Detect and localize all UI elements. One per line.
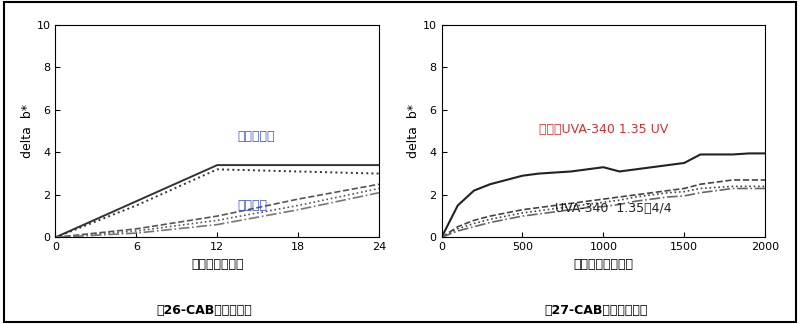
X-axis label: 曝晒时间（小时）: 曝晒时间（小时）: [574, 258, 634, 271]
X-axis label: 曝晒时间（月）: 曝晒时间（月）: [191, 258, 243, 271]
Text: 俄亥俄州: 俄亥俄州: [238, 199, 267, 212]
Y-axis label: delta  b*: delta b*: [407, 104, 420, 158]
Text: 只进行UVA-340 1.35 UV: 只进行UVA-340 1.35 UV: [538, 123, 668, 136]
Text: UVA-340  1.35，4/4: UVA-340 1.35，4/4: [555, 202, 671, 215]
Text: 亚利桑那州: 亚利桑那州: [238, 130, 275, 143]
Y-axis label: delta  b*: delta b*: [21, 104, 34, 158]
Text: 图26-CAB、户外老化: 图26-CAB、户外老化: [156, 304, 252, 317]
Text: 图27-CAB、实验室老化: 图27-CAB、实验室老化: [544, 304, 648, 317]
